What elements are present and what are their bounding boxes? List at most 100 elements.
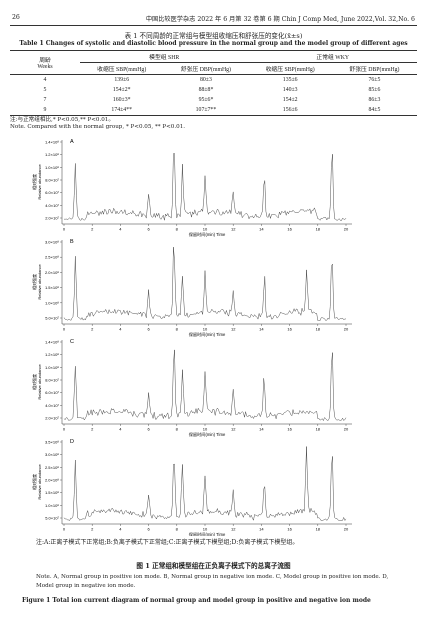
y-tick-label: 8.0×10⁷ (45, 378, 59, 383)
y-label-en: Relative abundance (37, 364, 42, 400)
x-tick-label: 2 (91, 227, 94, 232)
y-tick-label: 2.0×10⁷ (45, 416, 59, 421)
y-tick-label: 1.0×10⁸ (45, 365, 59, 370)
y-label-cn: 相对强度 (31, 274, 37, 290)
x-label: 保留时间(min) Time (189, 431, 226, 438)
table-row: 4 139±6 80±3 135±6 76±5 (10, 75, 417, 86)
panel-letter: B (70, 239, 74, 245)
table-caption-en: Table 1 Changes of systolic and diastoli… (19, 40, 408, 47)
x-tick-label: 6 (147, 527, 150, 532)
chromatogram-trace (63, 349, 347, 422)
panel: B 3.0×10⁸ 2.5×10⁸ 2.0×10⁸ 1.5×10⁸ 1.0×10⁸ 5.0×… (31, 239, 352, 338)
y-tick-label: 5.0×10⁷ (45, 316, 59, 321)
table-row: 9 174±4** 107±7** 156±6 84±5 (10, 105, 417, 116)
y-tick-label: 1.5×10⁸ (45, 490, 59, 495)
sub-header: 收缩压 SBP(mmHg) (265, 67, 315, 73)
y-label-cn: 相对强度 (31, 474, 37, 490)
data-table: 周龄 Weeks 模型组 SHR 正常组 WKY 收缩压 SBP(mmHg) 舒张压… (10, 50, 417, 116)
x-tick-label: 10 (203, 527, 208, 532)
cell: 5 (43, 87, 47, 93)
x-tick-label: 8 (176, 427, 179, 432)
x-tick-label: 6 (147, 427, 150, 432)
x-tick-label: 6 (147, 227, 150, 232)
cell: 140±3 (282, 87, 298, 93)
cell: 4 (43, 77, 47, 83)
x-tick-label: 10 (203, 327, 208, 332)
x-tick-label: 14 (259, 227, 264, 232)
cell: 95±6* (198, 97, 214, 103)
cell: 7 (43, 97, 47, 103)
cell: 周龄 (39, 58, 51, 64)
x-tick-label: 0 (63, 527, 66, 532)
x-tick-label: 0 (63, 227, 66, 232)
cell: 135±6 (282, 77, 298, 83)
page-number: 26 (12, 14, 20, 21)
x-tick-label: 4 (119, 327, 122, 332)
x-tick-label: 6 (147, 327, 150, 332)
x-tick-label: 16 (287, 227, 292, 232)
x-tick-label: 12 (231, 527, 236, 532)
figure-note-cn: 注:A:正离子模式下正常组;B:负离子模式下正常组;C:正离子模式下模型组;D:… (36, 539, 299, 546)
y-tick-label: 2.0×10⁷ (45, 216, 59, 221)
cell: 84±5 (368, 107, 381, 113)
cell: 139±6 (114, 77, 130, 83)
x-tick-label: 2 (91, 427, 94, 432)
y-tick-label: 8.0×10⁷ (45, 178, 59, 183)
y-tick-label: 1.2×10⁸ (45, 152, 59, 157)
table-row: 7 160±3* 95±6* 154±2 86±3 (10, 95, 417, 105)
chromatogram-trace (63, 247, 347, 321)
x-tick-label: 4 (119, 527, 122, 532)
cell: 154±2 (282, 97, 298, 103)
x-tick-label: 8 (176, 527, 179, 532)
x-tick-label: 20 (344, 527, 349, 532)
y-label-en: Relative abundance (37, 164, 42, 200)
cell: 160±3* (112, 97, 131, 103)
x-tick-label: 4 (119, 427, 122, 432)
panel-letter: A (70, 139, 74, 145)
x-tick-label: 10 (203, 427, 208, 432)
cell: 9 (43, 107, 47, 113)
y-tick-label: 1.4×10⁸ (45, 140, 59, 145)
x-tick-label: 18 (316, 527, 321, 532)
y-tick-label: 2.5×10⁸ (45, 465, 59, 470)
sub-header: 舒张压 DBP(mmHg) (180, 67, 231, 73)
x-tick-label: 14 (259, 427, 264, 432)
x-tick-label: 2 (91, 327, 94, 332)
y-tick-label: 5.0×10⁷ (45, 516, 59, 521)
cell: 156±6 (282, 107, 298, 113)
y-tick-label: 3.5×10⁸ (45, 440, 59, 445)
y-tick-label: 1.4×10⁸ (45, 340, 59, 345)
figure: A 1.4×10⁸ 1.2×10⁸ 1.0×10⁸ 8.0×10⁷ 6.0×10⁷ 4.0×… (31, 139, 352, 536)
panel-letter: C (70, 339, 74, 345)
x-tick-label: 16 (287, 327, 292, 332)
x-tick-label: 12 (231, 227, 236, 232)
y-tick-label: 2.5×10⁸ (45, 255, 59, 260)
y-tick-label: 4.0×10⁷ (45, 203, 59, 208)
cell: Weeks (37, 64, 53, 70)
y-tick-label: 1.0×10⁸ (45, 503, 59, 508)
y-tick-label: 4.0×10⁷ (45, 403, 59, 408)
x-tick-label: 18 (316, 227, 321, 232)
cell: 174±4** (111, 107, 132, 113)
x-tick-label: 14 (259, 527, 264, 532)
sub-header: 收缩压 SBP(mmHg) (97, 67, 147, 73)
y-label: 相对强度Relative abundance (31, 164, 42, 200)
sub-header: 舒张压 DBP(mmHg) (349, 67, 400, 73)
cell: 86±3 (368, 97, 381, 103)
y-tick-label: 2.0×10⁸ (45, 270, 59, 275)
group-header: 模型组 SHR (80, 50, 249, 63)
x-tick-label: 20 (344, 427, 349, 432)
cell: 88±8* (198, 87, 214, 93)
chromatogram-trace (63, 153, 347, 221)
weeks-header: 周龄 Weeks (10, 51, 80, 75)
y-label-cn: 相对强度 (31, 374, 37, 390)
x-tick-label: 16 (287, 427, 292, 432)
y-label-en: Relative abundance (37, 464, 42, 500)
panel: A 1.4×10⁸ 1.2×10⁸ 1.0×10⁸ 8.0×10⁷ 6.0×10⁷ 4.0×… (31, 139, 352, 238)
y-tick-label: 1.2×10⁸ (45, 352, 59, 357)
header-rule (10, 25, 417, 26)
x-label: 保留时间(min) Time (189, 531, 226, 536)
y-tick-label: 6.0×10⁷ (45, 190, 59, 195)
x-tick-label: 12 (231, 427, 236, 432)
